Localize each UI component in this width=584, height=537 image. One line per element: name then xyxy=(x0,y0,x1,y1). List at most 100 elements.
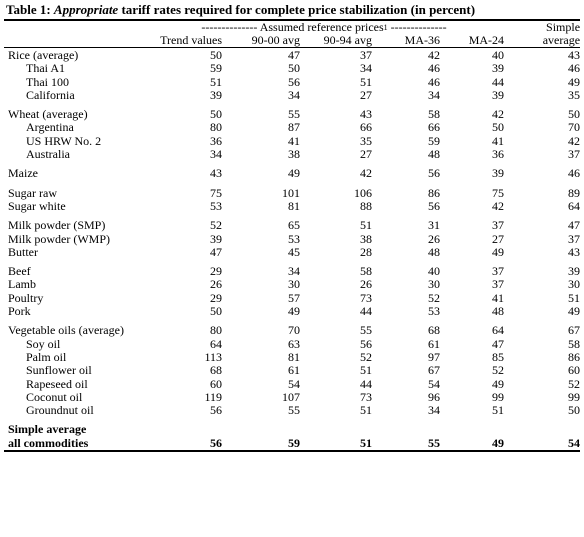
table-cell: 49 xyxy=(568,304,581,319)
table-row: Coconut oil 119 107 73 96 99 99 xyxy=(4,389,581,404)
table-cell: 86 xyxy=(428,185,440,200)
table-cell: 51 xyxy=(568,290,581,305)
table-cell: 38 xyxy=(360,231,372,246)
table-cell: 42 xyxy=(492,107,505,122)
commodity-label: Coconut oil xyxy=(26,389,83,404)
table-cell: 44 xyxy=(360,304,372,319)
table-cell: 52 xyxy=(210,218,222,233)
table-cell: 66 xyxy=(428,120,440,135)
table-cell: 68 xyxy=(210,363,222,378)
table-row: Beef 29 34 58 40 37 39 xyxy=(4,264,580,279)
table-cell: 97 xyxy=(428,349,440,364)
table-cell: 51 xyxy=(360,363,372,378)
commodity-label: Maize xyxy=(8,166,38,181)
table-cell: 41 xyxy=(492,290,505,305)
column-header: 90-94 avg xyxy=(323,33,372,47)
table-cell: 47 xyxy=(288,48,300,62)
summary-row: all commodities 56 59 51 55 49 54 xyxy=(4,435,580,450)
table-cell: 106 xyxy=(354,185,372,200)
table-cell: 30 xyxy=(428,277,440,292)
table-cell: 45 xyxy=(288,244,300,259)
table-cell: 88 xyxy=(360,198,372,213)
table-row: Sunflower oil 68 61 51 67 52 60 xyxy=(4,363,580,378)
table-cell: 43 xyxy=(568,244,581,259)
table-cell: 75 xyxy=(492,185,505,200)
table-cell: 50 xyxy=(568,107,581,122)
table-cell: 89 xyxy=(568,185,581,200)
commodity-label: Milk powder (WMP) xyxy=(8,231,110,246)
table-cell: 48 xyxy=(428,147,440,162)
table-row: Milk powder (SMP) 52 65 51 31 37 47 xyxy=(4,218,580,233)
table-cell: 67 xyxy=(568,323,581,338)
summary-cell: 59 xyxy=(288,435,300,450)
table-cell: 99 xyxy=(568,389,581,404)
commodity-label: Sugar raw xyxy=(8,185,57,200)
table-row: Pork 50 49 44 53 48 49 xyxy=(4,304,581,319)
table-row: Milk powder (WMP) 39 53 38 26 27 37 xyxy=(4,231,580,246)
commodity-label: Argentina xyxy=(26,120,74,135)
table-cell: 46 xyxy=(568,166,581,181)
table-title: Table 1: Appropriate tariff rates requir… xyxy=(4,2,580,19)
table-cell: 53 xyxy=(288,231,300,246)
table-cell: 54 xyxy=(288,376,300,391)
table-cell: 73 xyxy=(360,290,372,305)
table-cell: 64 xyxy=(492,323,505,338)
summary-row-label: Simple average xyxy=(4,423,580,437)
commodity-label: Vegetable oils (average) xyxy=(8,323,124,338)
table-body: Rice (average) 50 47 37 42 40 43 Thai A1 59 50 34 4… xyxy=(4,47,581,451)
commodity-label: Soy oil xyxy=(26,336,61,351)
commodity-label: Wheat (average) xyxy=(8,107,88,122)
commodity-label: Thai A1 xyxy=(26,61,65,76)
table-cell: 52 xyxy=(568,376,581,391)
table-cell: 73 xyxy=(360,389,372,404)
table-cell: 51 xyxy=(360,403,372,418)
summary-cell: 49 xyxy=(492,435,505,450)
table-row: US HRW No. 2 36 41 35 59 41 42 xyxy=(4,133,580,148)
commodity-label: Pork xyxy=(8,304,31,319)
commodity-label: Poultry xyxy=(8,290,44,305)
commodity-label: Milk powder (SMP) xyxy=(8,218,106,233)
table-row: Thai A1 59 50 34 46 39 46 xyxy=(4,61,580,76)
table-cell: 66 xyxy=(360,120,372,135)
table-cell: 26 xyxy=(360,277,372,292)
table-cell: 59 xyxy=(210,61,222,76)
table-cell: 38 xyxy=(288,147,300,162)
table-cell: 56 xyxy=(288,74,300,89)
table-cell: 68 xyxy=(428,323,440,338)
table-cell: 119 xyxy=(204,389,222,404)
table-cell: 36 xyxy=(210,133,222,148)
table-cell: 50 xyxy=(210,304,222,319)
table-cell: 80 xyxy=(210,323,222,338)
table-cell: 59 xyxy=(428,133,440,148)
table-row: Wheat (average) 50 55 43 58 42 50 xyxy=(4,107,581,122)
table-cell: 37 xyxy=(360,48,372,62)
table-row: Lamb 26 30 26 30 37 30 xyxy=(4,277,581,292)
table-row: Sugar white 53 81 88 56 42 64 xyxy=(4,198,580,213)
table-row: Thai 100 51 56 51 46 44 49 xyxy=(4,74,580,89)
table-cell: 41 xyxy=(492,133,505,148)
column-header: 90-00 avg xyxy=(251,33,300,47)
table-cell: 40 xyxy=(428,264,440,279)
bottom-rule xyxy=(4,450,580,453)
table-cell: 39 xyxy=(492,61,505,76)
table-cell: 50 xyxy=(568,403,581,418)
table-cell: 34 xyxy=(210,147,222,162)
top-rule xyxy=(4,19,580,21)
commodity-label: Palm oil xyxy=(26,349,67,364)
table-cell: 47 xyxy=(210,244,222,259)
table-cell: 36 xyxy=(492,147,505,162)
table-row: Rapeseed oil 60 54 44 54 49 52 xyxy=(4,376,581,391)
table-cell: 53 xyxy=(428,304,440,319)
table-cell: 31 xyxy=(428,218,440,233)
table-cell: 56 xyxy=(428,166,440,181)
footnote-marker: 1 xyxy=(383,23,388,32)
table-cell: 30 xyxy=(568,277,581,292)
table-cell: 42 xyxy=(360,166,372,181)
commodity-label: California xyxy=(26,87,75,102)
table-cell: 27 xyxy=(360,147,372,162)
tariff-table: -------------- Assumed reference prices1… xyxy=(4,21,581,451)
table-cell: 48 xyxy=(492,304,505,319)
table-cell: 44 xyxy=(360,376,372,391)
document: Table 1: Appropriate tariff rates requir… xyxy=(4,2,581,453)
table-cell: 34 xyxy=(288,264,300,279)
